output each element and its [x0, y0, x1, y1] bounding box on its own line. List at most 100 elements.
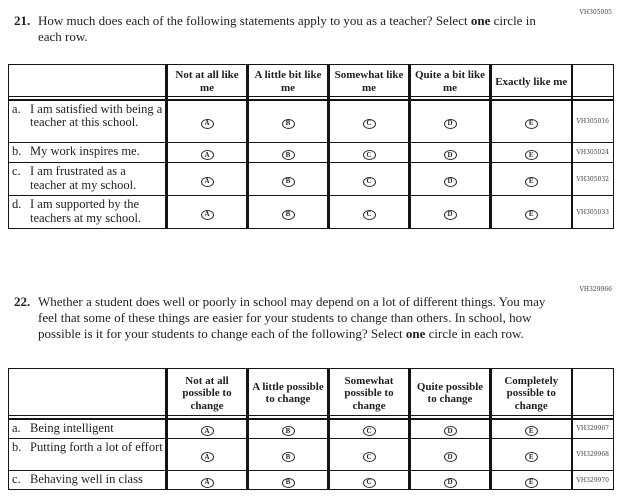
- circle-option-d-icon[interactable]: D: [443, 150, 457, 160]
- statement-cell: b. Putting forth a lot of effort: [8, 438, 167, 471]
- answer-cell: B: [246, 470, 329, 490]
- row-letter: d.: [12, 197, 22, 211]
- q21-column-header-2: A little bit like me: [246, 64, 332, 101]
- circle-option-a-icon[interactable]: A: [200, 176, 214, 187]
- answer-cell: B: [246, 99, 329, 143]
- q22-header-row: Not at all possible to change A little p…: [8, 368, 614, 420]
- circle-option-e-icon[interactable]: E: [524, 452, 538, 462]
- question-22: 22. Whether a student does well or poorl…: [14, 294, 558, 342]
- circle-option-c-icon[interactable]: C: [362, 118, 376, 129]
- circle-option-a-icon[interactable]: A: [200, 477, 214, 488]
- circle-option-a-icon[interactable]: A: [200, 150, 214, 160]
- answer-cell: B: [246, 438, 329, 471]
- circle-option-e-icon[interactable]: E: [524, 426, 538, 437]
- circle-option-a-icon[interactable]: A: [200, 452, 214, 462]
- q21-column-header-5: Exactly like me: [489, 64, 575, 101]
- circle-option-e-icon[interactable]: E: [524, 150, 538, 160]
- q22-column-header-1: Not at all possible to change: [165, 368, 251, 420]
- table-row: a. Being intelligent A B C D E VH329967: [8, 418, 614, 439]
- circle-option-b-icon[interactable]: B: [281, 209, 295, 220]
- answer-cell: C: [327, 195, 410, 229]
- q22-column-header-2: A little possible to change: [246, 368, 332, 420]
- circle-option-a-icon[interactable]: A: [200, 426, 214, 437]
- circle-option-d-icon[interactable]: D: [443, 426, 457, 437]
- circle-option-d-icon[interactable]: D: [443, 176, 457, 187]
- circle-option-b-icon[interactable]: B: [281, 176, 295, 187]
- answer-cell: D: [408, 470, 491, 490]
- row-accession-code: VH305016: [570, 99, 614, 143]
- answer-cell: D: [408, 438, 491, 471]
- answer-cell: D: [408, 418, 491, 439]
- row-statement: My work inspires me.: [30, 144, 140, 158]
- circle-option-b-icon[interactable]: B: [281, 452, 295, 462]
- row-statement: I am supported by the teachers at my sch…: [30, 197, 142, 225]
- row-accession-code: VH305024: [570, 142, 614, 163]
- question-21-text-after: circle in each row.: [38, 13, 536, 44]
- q21-accession-code: VH305005: [579, 9, 612, 16]
- answer-cell: C: [327, 418, 410, 439]
- answer-cell: D: [408, 142, 491, 163]
- q21-column-header-1: Not at all like me: [165, 64, 251, 101]
- row-accession-code: VH329967: [570, 418, 614, 439]
- circle-option-b-icon[interactable]: B: [281, 150, 295, 160]
- answer-cell: E: [489, 142, 572, 163]
- question-21: 21. How much does each of the following …: [14, 13, 558, 45]
- circle-option-e-icon[interactable]: E: [524, 477, 538, 488]
- row-letter: b.: [12, 144, 22, 158]
- answer-cell: E: [489, 470, 572, 490]
- circle-option-a-icon[interactable]: A: [200, 118, 214, 129]
- statement-cell: c. I am frustrated as a teacher at my sch…: [8, 162, 167, 196]
- answer-cell: B: [246, 142, 329, 163]
- statement-cell: d. I am supported by the teachers at my s…: [8, 195, 167, 229]
- circle-option-e-icon[interactable]: E: [524, 118, 538, 129]
- circle-option-b-icon[interactable]: B: [281, 426, 295, 437]
- answer-cell: A: [165, 438, 248, 471]
- answer-cell: A: [165, 195, 248, 229]
- circle-option-d-icon[interactable]: D: [443, 209, 457, 220]
- question-21-bold-word: one: [470, 13, 491, 28]
- answer-cell: A: [165, 470, 248, 490]
- row-accession-code: VH305033: [570, 195, 614, 229]
- q21-response-table: Not at all like me A little bit like me …: [8, 64, 614, 229]
- q21-column-header-3: Somewhat like me: [327, 64, 413, 101]
- q22-code-header: [570, 368, 614, 420]
- circle-option-d-icon[interactable]: D: [443, 477, 457, 488]
- row-letter: a.: [12, 420, 21, 435]
- table-row: a. I am satisfied with being a teacher at…: [8, 99, 614, 143]
- answer-cell: E: [489, 438, 572, 471]
- answer-cell: C: [327, 438, 410, 471]
- question-21-number: 21.: [14, 13, 31, 28]
- circle-option-e-icon[interactable]: E: [524, 176, 538, 187]
- answer-cell: D: [408, 162, 491, 196]
- circle-option-c-icon[interactable]: C: [362, 426, 376, 437]
- circle-option-d-icon[interactable]: D: [443, 118, 457, 129]
- circle-option-b-icon[interactable]: B: [281, 477, 295, 488]
- answer-cell: E: [489, 418, 572, 439]
- circle-option-c-icon[interactable]: C: [362, 477, 376, 488]
- row-letter: c.: [12, 472, 21, 486]
- table-row: b. My work inspires me. A B C D E VH30502…: [8, 142, 614, 163]
- q22-column-header-5: Completely possible to change: [489, 368, 575, 420]
- answer-cell: E: [489, 195, 572, 229]
- answer-cell: C: [327, 162, 410, 196]
- row-accession-code: VH305032: [570, 162, 614, 196]
- circle-option-a-icon[interactable]: A: [200, 209, 214, 220]
- circle-option-c-icon[interactable]: C: [362, 176, 376, 187]
- table-row: d. I am supported by the teachers at my s…: [8, 195, 614, 229]
- circle-option-b-icon[interactable]: B: [281, 118, 295, 129]
- statement-cell: a. Being intelligent: [8, 418, 167, 439]
- circle-option-c-icon[interactable]: C: [362, 452, 376, 462]
- circle-option-d-icon[interactable]: D: [443, 452, 457, 462]
- q22-statement-header: [8, 368, 169, 420]
- table-row: c. Behaving well in class A B C D E VH329…: [8, 470, 614, 490]
- row-statement: I am frustrated as a teacher at my schoo…: [30, 164, 137, 192]
- circle-option-c-icon[interactable]: C: [362, 209, 376, 220]
- row-statement: Behaving well in class: [30, 472, 143, 486]
- circle-option-c-icon[interactable]: C: [362, 150, 376, 160]
- row-letter: b.: [12, 440, 22, 454]
- circle-option-e-icon[interactable]: E: [524, 209, 538, 220]
- row-statement: Being intelligent: [30, 420, 114, 435]
- question-22-bold-word: one: [405, 326, 426, 341]
- statement-cell: c. Behaving well in class: [8, 470, 167, 490]
- q21-header-row: Not at all like me A little bit like me …: [8, 64, 614, 101]
